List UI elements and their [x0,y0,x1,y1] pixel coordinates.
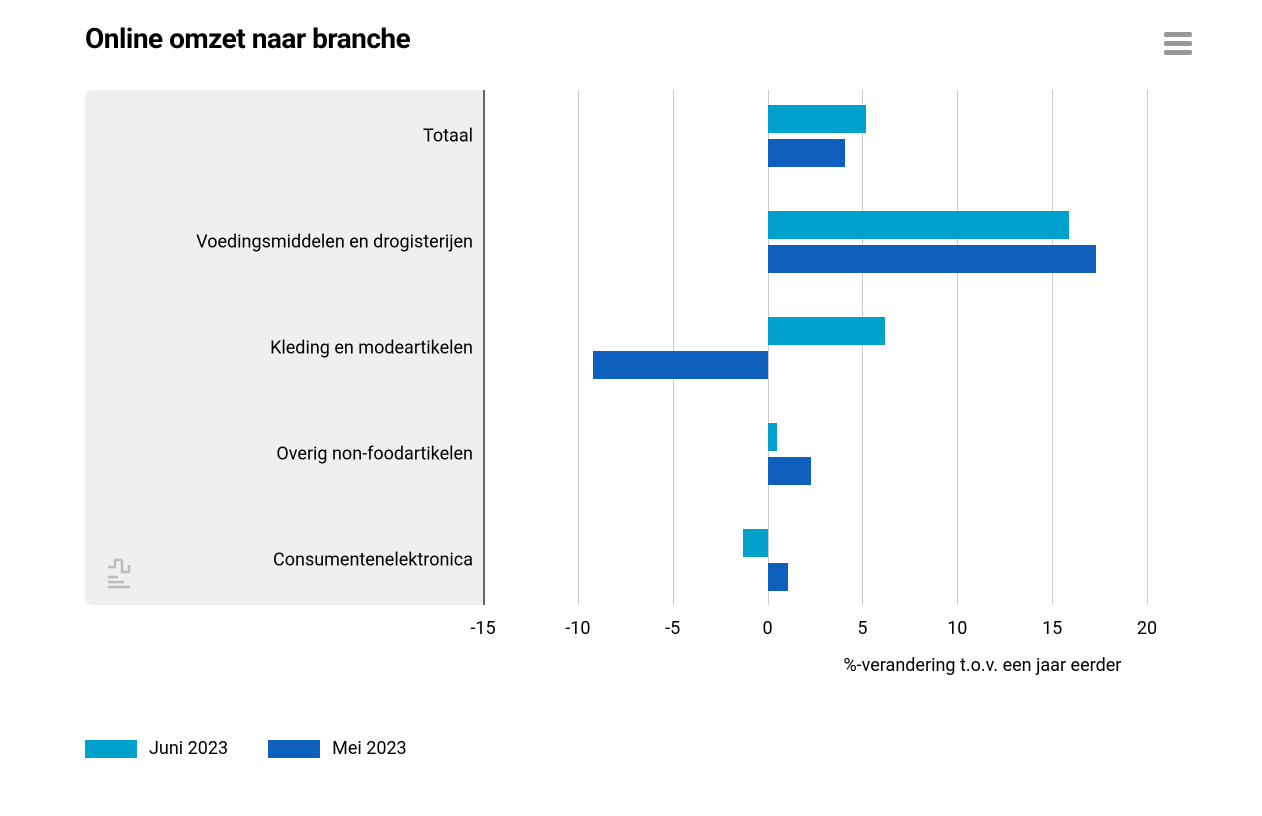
bar [768,105,867,133]
chart-title: Online omzet naar branche [85,22,410,55]
x-tick-label: 5 [832,618,892,639]
legend-item-juni: Juni 2023 [85,738,228,759]
bar [768,563,789,591]
bar [768,317,886,345]
category-label: Voedingsmiddelen en drogisterijen [196,231,473,252]
hamburger-menu-icon[interactable] [1164,32,1192,54]
gridline [673,90,674,605]
x-tick-label: 10 [927,618,987,639]
bar [593,351,768,379]
x-tick-label: -10 [548,618,608,639]
y-axis-line [483,90,485,605]
legend-label: Juni 2023 [149,738,228,759]
x-axis-title: %-verandering t.o.v. een jaar eerder [843,655,1121,676]
bar [768,423,777,451]
legend: Juni 2023 Mei 2023 [85,738,407,759]
bar [768,245,1096,273]
bar [768,211,1070,239]
category-label: Totaal [423,125,473,146]
category-label: Consumentenelektronica [273,549,473,570]
gridline [957,90,958,605]
x-tick-label: -5 [643,618,703,639]
legend-swatch-icon [268,740,320,758]
category-label: Kleding en modeartikelen [270,337,473,358]
x-tick-label: 0 [738,618,798,639]
gridline [1052,90,1053,605]
bar [768,139,846,167]
x-tick-label: 20 [1117,618,1177,639]
chart-container: Online omzet naar branche -15-10-5051015… [0,0,1262,816]
plot-area: -15-10-505101520%-verandering t.o.v. een… [85,90,1185,605]
gridline [1147,90,1148,605]
gridline [862,90,863,605]
bar [743,529,768,557]
legend-swatch-icon [85,740,137,758]
x-tick-label: -15 [453,618,513,639]
legend-item-mei: Mei 2023 [268,738,407,759]
legend-label: Mei 2023 [332,738,407,759]
gridline [578,90,579,605]
category-label: Overig non-foodartikelen [276,443,473,464]
bar [768,457,812,485]
x-tick-label: 15 [1022,618,1082,639]
gridline [768,90,769,605]
cbs-logo-icon [105,555,141,591]
